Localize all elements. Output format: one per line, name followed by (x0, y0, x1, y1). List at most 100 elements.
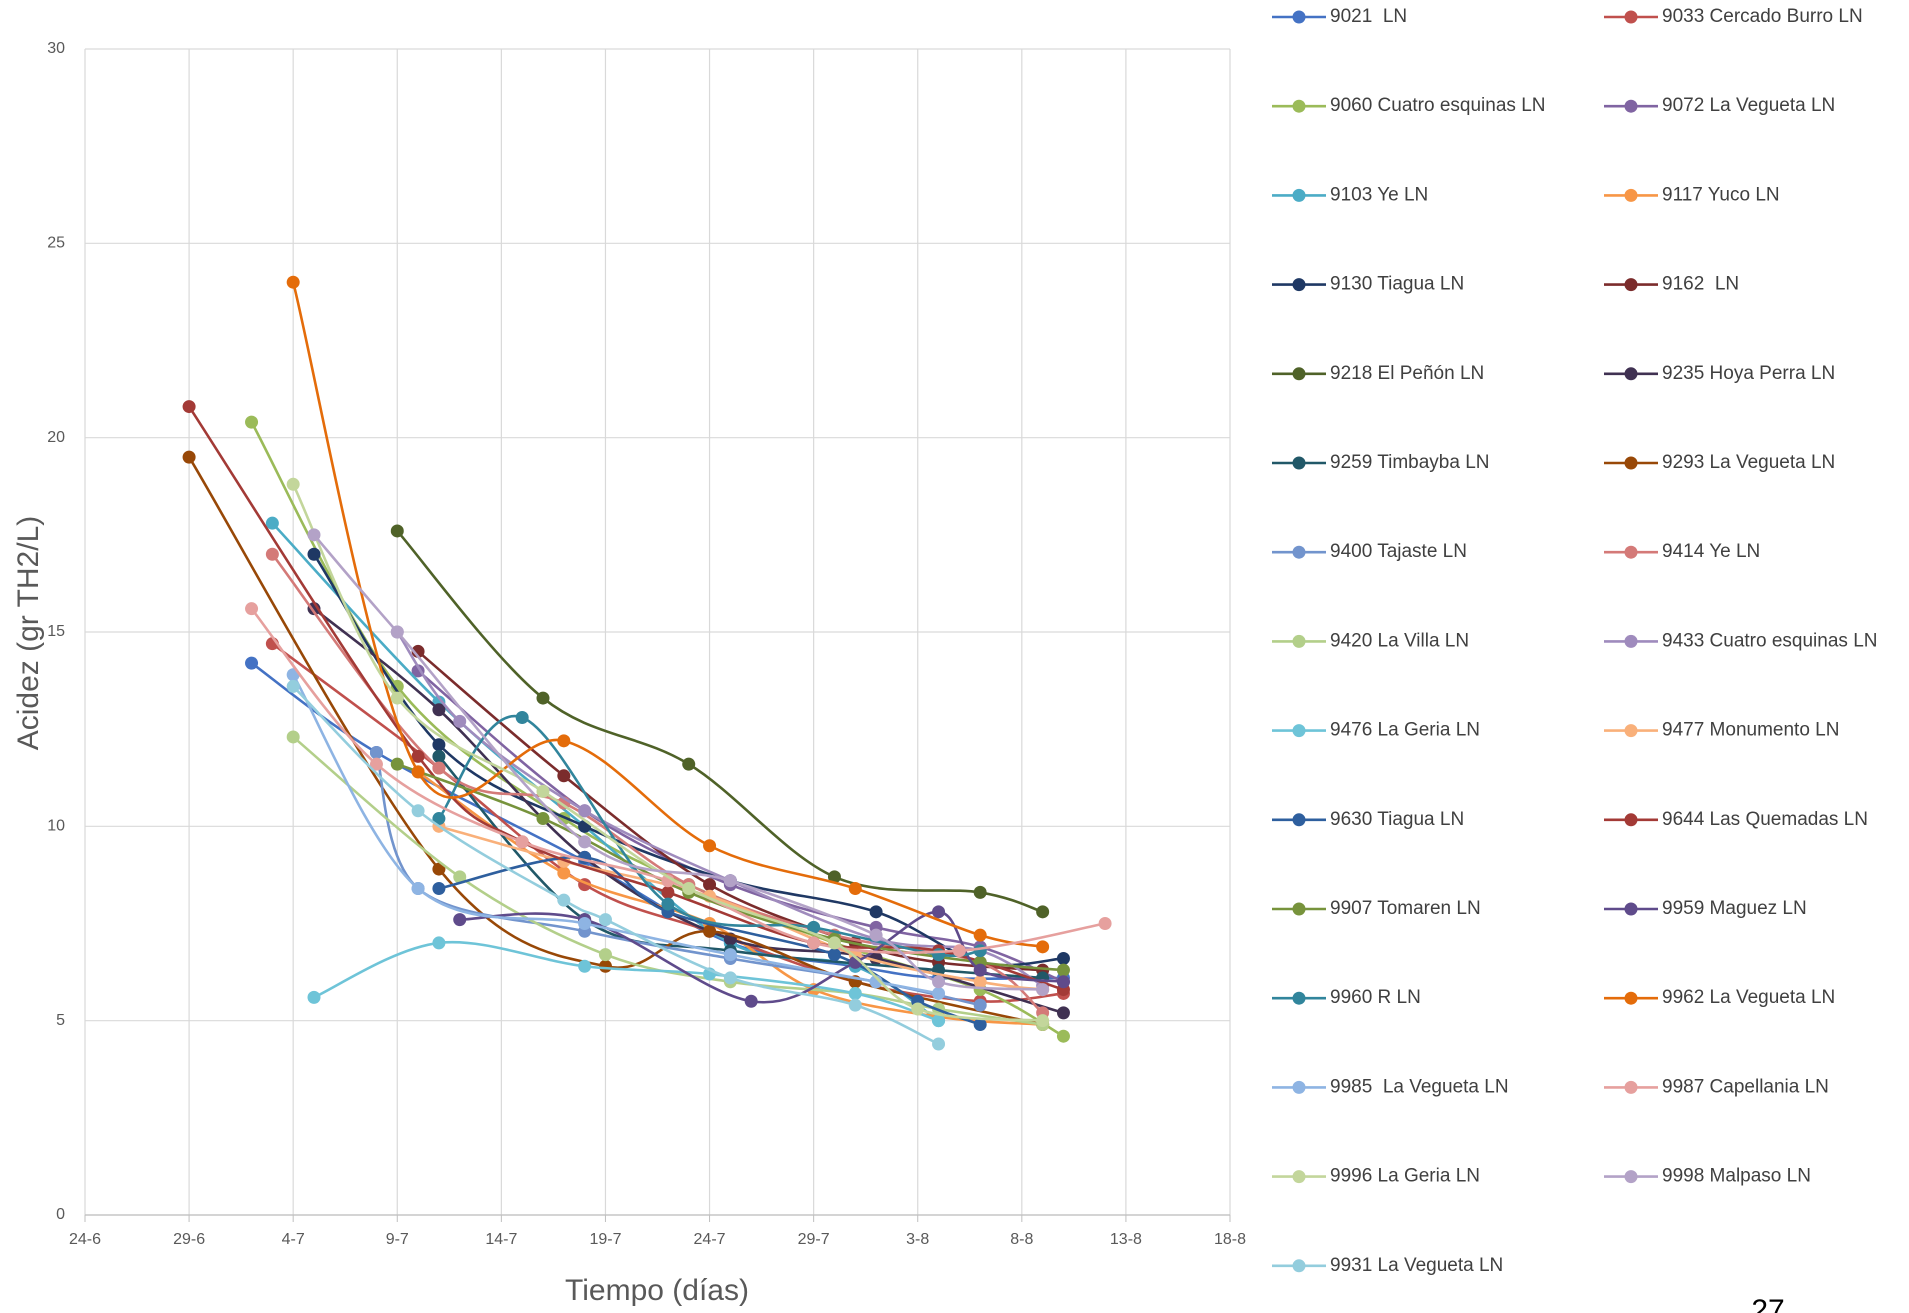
data-point (515, 711, 529, 725)
data-point (848, 882, 862, 896)
series (307, 528, 1050, 997)
data-point (807, 936, 821, 950)
data-point (307, 528, 321, 542)
data-point (807, 920, 821, 934)
series-line (292, 685, 940, 1046)
data-point (1036, 940, 1050, 954)
data-point (411, 882, 425, 896)
legend-marker (1292, 1170, 1306, 1184)
legend-marker (1292, 634, 1306, 648)
data-point (723, 948, 737, 962)
legend-marker (1624, 634, 1638, 648)
data-point (973, 928, 987, 942)
data-point (369, 757, 383, 771)
data-point (245, 656, 259, 670)
legend-label: 9476 La Geria LN (1330, 720, 1480, 741)
legend-label: 9959 Maguez LN (1662, 898, 1807, 919)
data-point (973, 975, 987, 989)
legend-marker (1624, 813, 1638, 827)
data-point (432, 703, 446, 717)
series (286, 668, 946, 1000)
legend-label: 9103 Ye LN (1330, 184, 1428, 205)
legend-marker (1292, 188, 1306, 202)
x-tick-label: 3-8 (906, 1231, 929, 1248)
legend-marker (1292, 1259, 1306, 1273)
data-point (390, 679, 404, 693)
legend-marker (1292, 456, 1306, 470)
data-point (307, 990, 321, 1004)
legend-label: 9433 Cuatro esquinas LN (1662, 630, 1877, 651)
data-point (827, 870, 841, 884)
data-point (536, 784, 550, 798)
data-point (432, 761, 446, 775)
legend-marker (1292, 724, 1306, 738)
y-tick-label: 30 (47, 40, 65, 57)
data-point (411, 804, 425, 818)
legend-marker (1292, 545, 1306, 559)
data-point (932, 986, 946, 1000)
data-point (1098, 917, 1112, 930)
data-point (1056, 951, 1070, 965)
data-point (848, 998, 862, 1012)
data-point (265, 547, 279, 561)
data-point (432, 749, 446, 763)
data-point (286, 477, 300, 491)
legend-marker (1624, 991, 1638, 1005)
legend-marker (1292, 278, 1306, 292)
data-point (432, 936, 446, 950)
series (245, 602, 1112, 958)
data-point (1056, 975, 1070, 989)
data-point (973, 963, 987, 977)
legend-marker (1292, 813, 1306, 827)
data-point (1056, 963, 1070, 977)
x-axis-title: Tiempo (días) (565, 1274, 749, 1307)
data-point (557, 769, 571, 783)
data-point (182, 450, 196, 464)
legend-marker (1292, 991, 1306, 1005)
data-point (536, 691, 550, 705)
data-point (390, 625, 404, 639)
legend-marker (1624, 902, 1638, 916)
y-tick-label: 15 (47, 623, 65, 640)
legend-label: 9162 LN (1662, 274, 1739, 295)
data-point (578, 804, 592, 818)
data-point (703, 924, 717, 938)
x-tick-label: 29-6 (173, 1231, 205, 1248)
legend-label: 9962 La Vegueta LN (1662, 987, 1835, 1008)
data-point (453, 870, 467, 884)
data-point (432, 862, 446, 876)
data-point (432, 882, 446, 896)
data-point (182, 400, 196, 414)
data-point (973, 885, 987, 899)
data-point (286, 730, 300, 744)
legend-marker (1624, 99, 1638, 113)
y-tick-label: 25 (47, 235, 65, 252)
data-point (682, 757, 696, 771)
legend-marker (1624, 367, 1638, 381)
x-tick-label: 8-8 (1010, 1231, 1033, 1248)
data-point (265, 516, 279, 530)
series (286, 679, 946, 1051)
data-point (973, 1018, 987, 1032)
data-point (1056, 1006, 1070, 1020)
x-tick-label: 29-7 (798, 1231, 830, 1248)
data-point (411, 749, 425, 763)
data-point (557, 866, 571, 880)
y-tick-label: 20 (47, 429, 65, 446)
data-point (682, 882, 696, 896)
data-point (453, 913, 467, 927)
series-line (291, 281, 1043, 949)
data-point (245, 602, 259, 616)
legend-label: 9960 R LN (1330, 987, 1421, 1008)
y-tick-label: 10 (47, 818, 65, 835)
x-tick-label: 24-7 (694, 1231, 726, 1248)
data-point (453, 714, 467, 728)
data-point (703, 839, 717, 853)
data-point (598, 913, 612, 927)
x-tick-label: 13-8 (1110, 1231, 1142, 1248)
legend-label: 9130 Tiagua LN (1330, 274, 1464, 295)
data-point (952, 944, 966, 958)
legend-marker (1292, 367, 1306, 381)
data-point (432, 812, 446, 826)
